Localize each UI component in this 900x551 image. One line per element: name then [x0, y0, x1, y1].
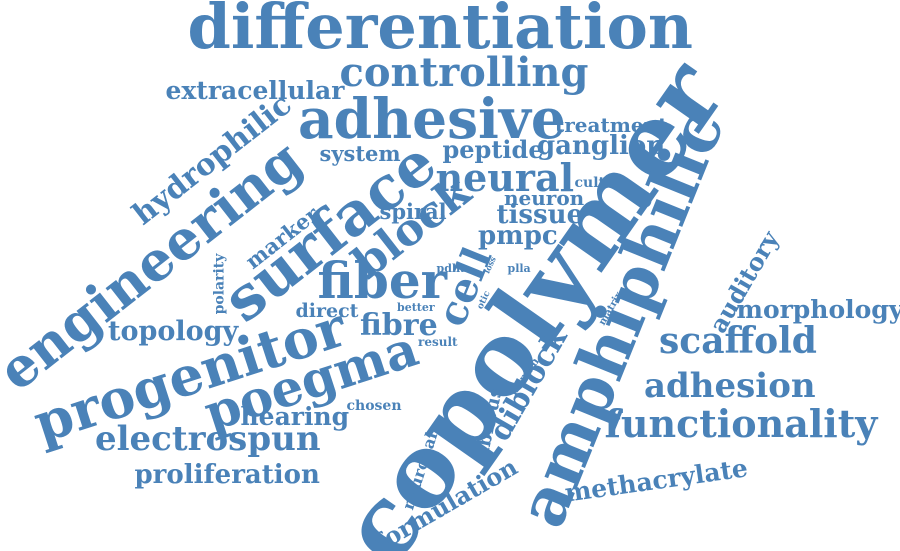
word-adhesive: adhesive — [298, 85, 566, 151]
word-fibre: fibre — [360, 308, 438, 343]
word-pmpc: pmpc — [478, 221, 558, 251]
word-proliferation: proliferation — [134, 460, 320, 490]
word-controlling: controlling — [339, 49, 589, 96]
word-electrospun: electrospun — [95, 419, 321, 459]
word-spiral: spiral — [379, 198, 447, 224]
word-topology: topology — [108, 315, 239, 347]
word-adhesion: adhesion — [644, 366, 816, 406]
word-neural: neural — [435, 155, 575, 200]
word-chosen: chosen — [346, 398, 402, 414]
word-functionality: functionality — [604, 401, 878, 446]
word-scaffold: scaffold — [659, 320, 817, 362]
word-culture: culture — [574, 175, 632, 191]
word-tissue: tissue — [496, 200, 584, 230]
word-fiber: fiber — [317, 251, 447, 310]
word-morphology: morphology — [736, 294, 900, 324]
word-system: system — [319, 140, 401, 166]
word-peptide: peptide — [442, 135, 544, 164]
word-better: better — [397, 300, 435, 314]
word-ganglion: ganglion — [537, 131, 666, 161]
word-direct: direct — [295, 299, 359, 322]
word-polarity: polarity — [210, 253, 227, 315]
word-pdlla: pdlla — [436, 261, 468, 275]
word-plla: plla — [507, 261, 531, 275]
word-neuron: neuron — [504, 186, 585, 210]
word-result: result — [418, 335, 458, 349]
word-differentiation: differentiation — [187, 0, 693, 63]
word-extracellular: extracellular — [165, 75, 345, 105]
word-hearing: hearing — [240, 401, 350, 431]
word-treatment: treatment — [555, 113, 668, 137]
